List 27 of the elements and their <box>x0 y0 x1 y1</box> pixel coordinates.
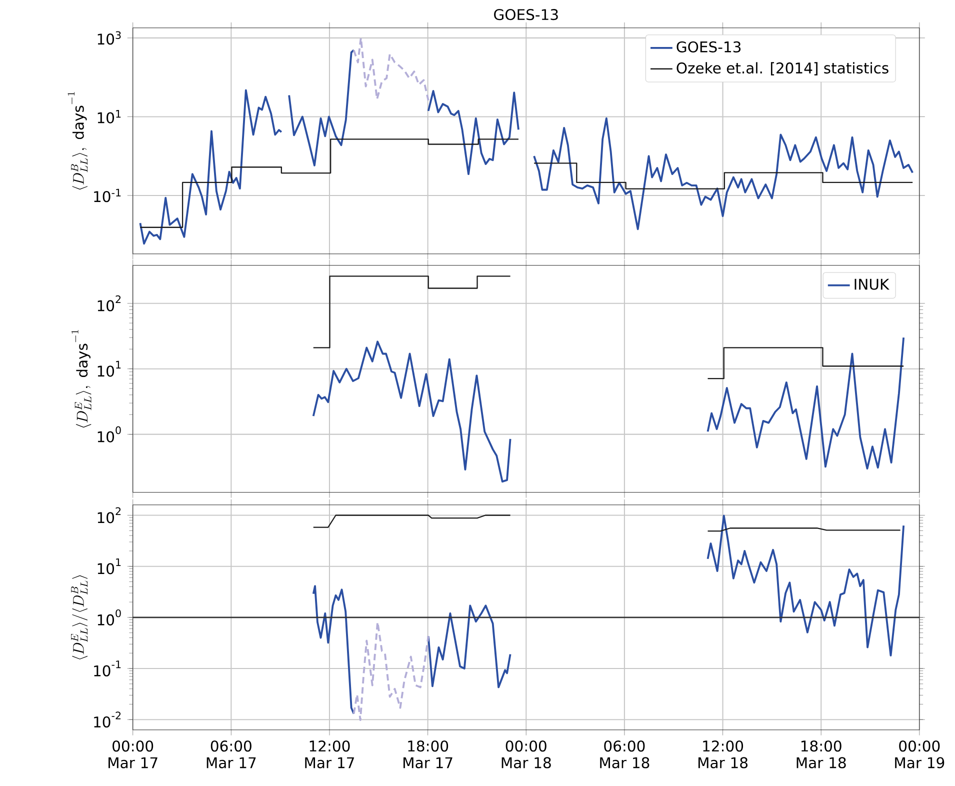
y-tick-label: 10$^{-2}$ <box>94 712 121 728</box>
x-tick-label: 00:00 Mar 19 <box>895 740 944 768</box>
legend-label: Ozeke et.al. [2014] statistics <box>676 62 888 76</box>
y-tick-label: 10$^{2}$ <box>98 296 121 312</box>
x-tick-label: 18:00 Mar 17 <box>404 740 452 768</box>
y-tick-label: 10$^{3}$ <box>98 31 121 45</box>
legend-label: INUK <box>854 279 890 290</box>
y-axis-title: $\langle D_{LL}^{E}\rangle\mathrm{,\ days}^{-1}$ <box>71 330 92 428</box>
y-tick-label: 10$^{1}$ <box>98 558 121 574</box>
x-tick-label: 18:00 Mar 18 <box>796 740 846 768</box>
y-tick-label: 10$^{1}$ <box>98 361 121 377</box>
y-tick-label: 10$^{0}$ <box>98 426 121 443</box>
x-tick-label: 12:00 Mar 17 <box>305 740 354 768</box>
y-axis-title: $\langle D_{LL}^{E}\rangle/\langle D_{LL}^{B}\rangle$ <box>71 576 88 660</box>
y-tick-label: 10$^{1}$ <box>98 110 121 124</box>
x-tick-label: 00:00 Mar 18 <box>502 740 551 768</box>
y-tick-label: 10$^{-1}$ <box>94 660 121 677</box>
x-tick-label: 00:00 Mar 17 <box>108 740 158 768</box>
y-tick-label: 10$^{-1}$ <box>94 189 121 202</box>
y-tick-label: 10$^{0}$ <box>98 610 121 626</box>
y-tick-label: 10$^{2}$ <box>98 507 121 524</box>
chart-title: GOES-13 <box>494 9 558 20</box>
x-tick-label: 12:00 Mar 18 <box>698 740 748 768</box>
legend-label: GOES-13 <box>676 42 741 53</box>
y-axis-title: $\langle D_{LL}^{B}\rangle\mathrm{,\ days}^{-1}$ <box>68 92 88 190</box>
x-tick-label: 06:00 Mar 17 <box>206 740 256 768</box>
x-tick-label: 06:00 Mar 18 <box>600 740 650 768</box>
